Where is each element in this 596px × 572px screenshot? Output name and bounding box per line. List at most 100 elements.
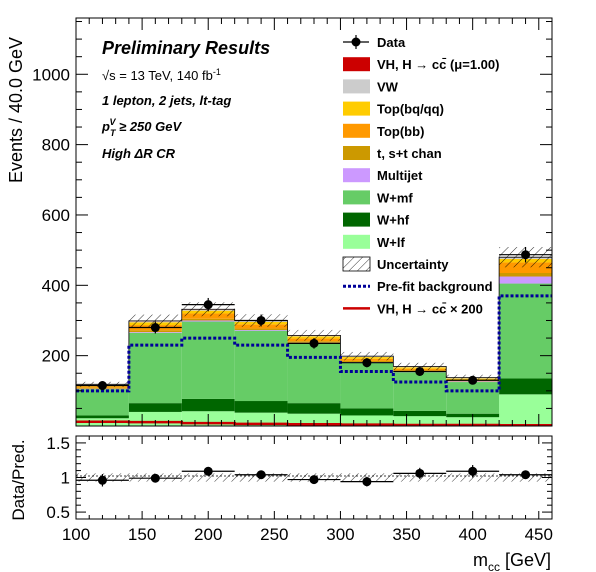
ratio-point-3 — [257, 470, 266, 479]
ratio-ytick-label-0.5: 0.5 — [46, 503, 70, 522]
bar-segment-2-6 — [393, 372, 446, 411]
ratio-point-0 — [98, 476, 107, 485]
legend-entry-7: W+mf — [343, 190, 413, 205]
xtick-label-250: 250 — [260, 525, 288, 544]
legend-entry-2: VW — [343, 79, 399, 94]
ratio-point-4 — [310, 475, 319, 484]
legend: Data VH, H → cc̄ (μ=1.00) VW Top(bq/qq) Top(… — [343, 35, 499, 316]
main-ytick-label-1000: 1000 — [32, 65, 70, 84]
data-point-3 — [257, 316, 266, 325]
legend-label-5: t, s+t chan — [377, 146, 442, 161]
legend-label-2: VW — [377, 79, 399, 94]
bar-segment-2-5 — [340, 363, 393, 409]
ratio-ytick-label-1.5: 1.5 — [46, 434, 70, 453]
legend-swatch — [343, 124, 370, 138]
legend-label-0: Data — [377, 35, 406, 50]
legend-swatch — [343, 168, 370, 182]
bar-segment-1-4 — [288, 403, 341, 414]
legend-label-3: Top(bq/qq) — [377, 102, 444, 117]
bar-segment-3-8 — [499, 277, 552, 284]
main-ytick-label-800: 800 — [42, 136, 70, 155]
bar-segment-2-7 — [446, 382, 499, 414]
legend-entry-10: Uncertainty — [343, 257, 449, 272]
xtick-label-150: 150 — [128, 525, 156, 544]
bar-segment-2-0 — [76, 389, 129, 415]
legend-entry-4: Top(bb) — [343, 124, 424, 139]
bar-segment-2-4 — [288, 343, 341, 403]
legend-entry-6: Multijet — [343, 168, 423, 183]
annotation-channel: 1 lepton, 2 jets, lt-tag — [102, 93, 231, 108]
legend-entry-0: Data — [343, 35, 406, 50]
legend-swatch — [343, 213, 370, 227]
bar-segment-3-3 — [235, 330, 288, 331]
data-point-8 — [521, 250, 530, 259]
data-point-2 — [204, 300, 213, 309]
bar-segment-2-3 — [235, 331, 288, 401]
annotation-block: Preliminary Results √s = 13 TeV, 140 fb-… — [101, 38, 270, 161]
bar-segment-1-6 — [393, 411, 446, 416]
legend-label-6: Multijet — [377, 168, 423, 183]
legend-label-1: VH, H → cc̄ (μ=1.00) — [377, 57, 499, 72]
data-point-4 — [310, 339, 319, 348]
legend-entry-8: W+hf — [343, 213, 410, 228]
data-point-7 — [468, 376, 477, 385]
data-point-1 — [151, 323, 160, 332]
legend-label-7: W+mf — [377, 190, 413, 205]
legend-swatch — [343, 146, 370, 160]
annotation-energy: √s = 13 TeV, 140 fb-1 — [102, 67, 221, 83]
main-ytick-label-600: 600 — [42, 206, 70, 225]
legend-swatch — [343, 79, 370, 93]
ratio-point-8 — [521, 470, 530, 479]
main-ytick-label-400: 400 — [42, 276, 70, 295]
ratio-point-2 — [204, 467, 213, 476]
ratio-point-6 — [415, 469, 424, 478]
legend-swatch — [343, 57, 370, 71]
data-point-6 — [415, 367, 424, 376]
ratio-point-5 — [362, 477, 371, 486]
legend-entry-3: Top(bq/qq) — [343, 102, 444, 117]
main-ytick-label-200: 200 — [42, 347, 70, 366]
bar-segment-4-3 — [235, 329, 288, 330]
xtick-label-350: 350 — [392, 525, 420, 544]
xtick-label-200: 200 — [194, 525, 222, 544]
bar-segment-1-8 — [499, 379, 552, 395]
x-axis-label: mcc [GeV] — [473, 550, 551, 572]
legend-hatch-swatch — [343, 257, 370, 271]
main-panel: 200 400 600 800 1000 Events / 40.0 GeV Preli… — [6, 18, 552, 426]
legend-swatch — [343, 190, 370, 204]
legend-label-4: Top(bb) — [377, 124, 424, 139]
bar-segment-1-0 — [76, 415, 129, 418]
legend-swatch — [343, 102, 370, 116]
ratio-y-axis-label: Data/Pred. — [9, 439, 28, 520]
legend-entry-9: W+lf — [343, 235, 405, 250]
xtick-label-400: 400 — [458, 525, 486, 544]
xtick-label-100: 100 — [62, 525, 90, 544]
legend-label-8: W+hf — [377, 213, 410, 228]
ratio-ytick-label-1: 1 — [61, 469, 70, 488]
bar-segment-1-3 — [235, 401, 288, 413]
legend-entry-5: t, s+t chan — [343, 146, 442, 161]
bar-segment-1-2 — [182, 399, 235, 411]
legend-label-10: Uncertainty — [377, 257, 449, 272]
bar-segment-2-2 — [182, 322, 235, 399]
legend-swatch — [343, 235, 370, 249]
x-axis: 100 150 200 250 300 350 400 450 — [62, 436, 553, 544]
annotation-ptv: pTV ≥ 250 GeV — [101, 117, 182, 138]
xtick-label-300: 300 — [326, 525, 354, 544]
legend-label-9: W+lf — [377, 235, 405, 250]
bar-segment-1-1 — [129, 403, 182, 412]
bar-segment-4-8 — [499, 273, 552, 277]
xtick-label-450: 450 — [525, 525, 553, 544]
ratio-panel: 0.5 1 1.5 100 150 200 250 300 350 400 450 Data/Pr… — [9, 434, 553, 572]
legend-entry-12: VH, H → cc̄ × 200 — [343, 301, 483, 316]
bar-segment-2-8 — [499, 284, 552, 379]
annotation-region: High ΔR CR — [102, 146, 176, 161]
legend-label-11: Pre-fit background — [377, 279, 493, 294]
legend-marker — [352, 38, 361, 47]
bar-segment-3-2 — [182, 320, 235, 321]
ratio-point-1 — [151, 474, 160, 483]
data-point-5 — [362, 358, 371, 367]
bar-segment-1-5 — [340, 408, 393, 415]
legend-entry-11: Pre-fit background — [343, 279, 493, 294]
